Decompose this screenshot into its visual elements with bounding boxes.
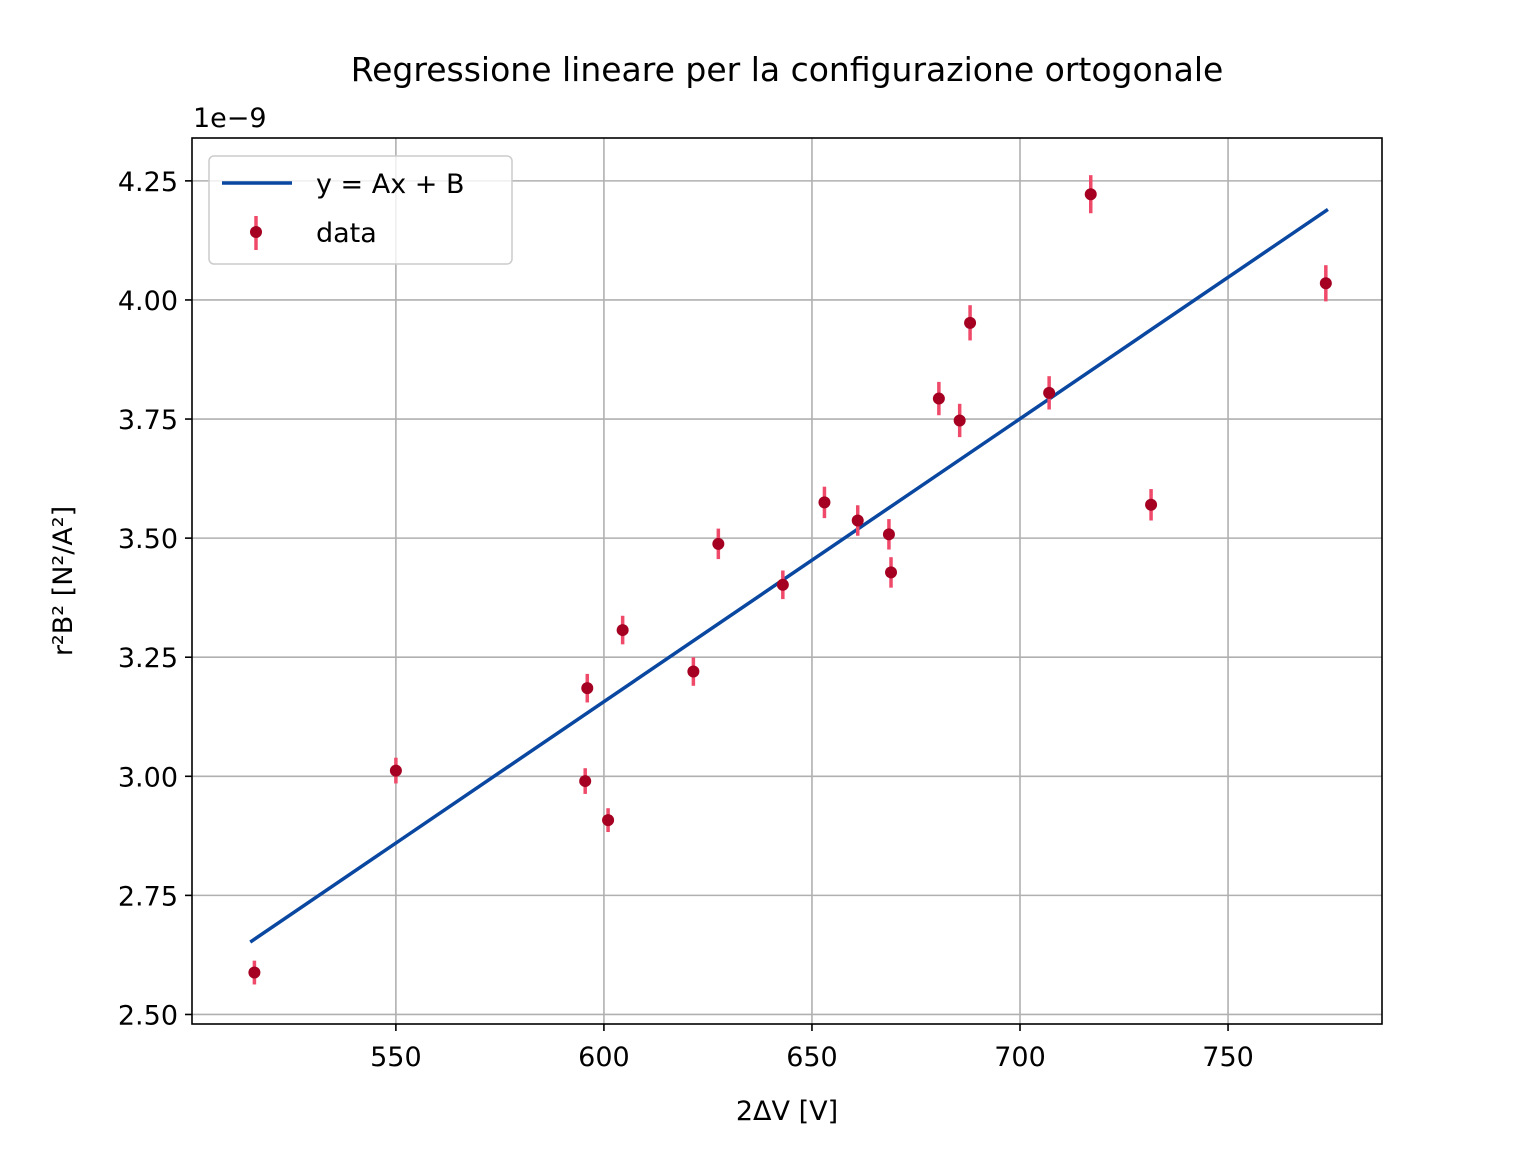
y-tick-label: 3.00 <box>118 762 178 793</box>
data-point <box>687 665 700 678</box>
data-point <box>885 566 898 579</box>
data-point <box>932 392 945 405</box>
data-point <box>882 528 895 541</box>
x-tick-label: 650 <box>786 1042 838 1073</box>
y-axis: 2.50 2.75 3.00 3.25 3.50 3.75 4.00 4.25 <box>118 167 192 1031</box>
y-tick-label: 2.50 <box>118 1000 178 1031</box>
legend-entry-data: data <box>316 218 377 249</box>
legend-entry-fit-line: y = Ax + B <box>316 169 465 200</box>
x-axis: 550 600 650 700 750 <box>370 1024 1254 1073</box>
y-tick-label: 3.75 <box>118 405 178 436</box>
x-tick-label: 700 <box>994 1042 1046 1073</box>
legend: y = Ax + B data <box>208 155 513 265</box>
data-point <box>1319 277 1332 290</box>
x-tick-label: 750 <box>1202 1042 1254 1073</box>
data-point <box>1043 386 1056 399</box>
data-point <box>616 624 629 637</box>
legend-point-swatch <box>250 226 262 238</box>
data-point <box>1145 498 1158 511</box>
y-tick-label: 4.25 <box>118 167 178 198</box>
x-tick-label: 550 <box>370 1042 422 1073</box>
y-tick-label: 4.00 <box>118 286 178 317</box>
chart-title: Regressione lineare per la configurazion… <box>351 50 1224 89</box>
data-point <box>581 682 594 695</box>
plot-frame <box>191 137 1383 1025</box>
data-point <box>953 414 966 427</box>
y-axis-offset-label: 1e−9 <box>193 103 267 134</box>
x-tick-label: 600 <box>578 1042 630 1073</box>
data-point <box>1084 188 1097 201</box>
y-tick-label: 2.75 <box>118 881 178 912</box>
data-point <box>602 814 615 827</box>
data-point <box>851 514 864 527</box>
y-tick-label: 3.25 <box>118 643 178 674</box>
data-point <box>964 316 977 329</box>
plot-marks <box>248 175 1332 985</box>
x-axis-title: 2ΔV [V] <box>736 1096 838 1127</box>
data-point <box>776 578 789 591</box>
data-point <box>579 775 592 788</box>
data-point <box>248 966 261 979</box>
y-axis-title: r²B² [N²/A²] <box>48 506 79 656</box>
grid-lines <box>192 138 1382 1024</box>
y-tick-label: 3.50 <box>118 524 178 555</box>
regression-line <box>249 208 1329 944</box>
data-point <box>818 496 831 509</box>
data-point <box>389 764 402 777</box>
data-point <box>712 537 725 550</box>
